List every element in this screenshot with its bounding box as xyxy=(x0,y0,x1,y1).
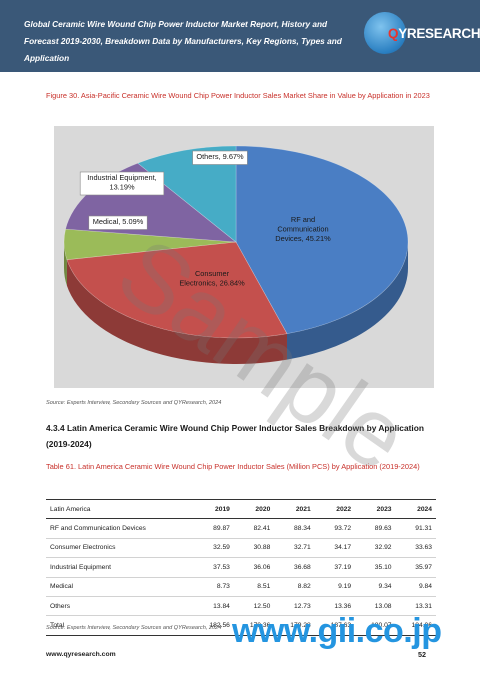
svg-text:Electronics, 26.84%: Electronics, 26.84% xyxy=(179,279,245,288)
cell-value: 13.31 xyxy=(395,596,436,617)
pie-side-0 xyxy=(286,242,408,360)
cell-value: 9.34 xyxy=(355,577,396,597)
cell-value: 88.34 xyxy=(274,518,315,539)
svg-text:Communication: Communication xyxy=(277,225,328,234)
table-row: RF and Communication Devices 89.87 82.41… xyxy=(46,518,436,539)
row-label: Industrial Equipment xyxy=(46,557,194,578)
cell-value: 89.63 xyxy=(355,518,396,539)
section-heading: 4.3.4 Latin America Ceramic Wire Wound C… xyxy=(46,423,424,449)
figure-caption: Figure 30. Asia-Pacific Ceramic Wire Wou… xyxy=(46,91,430,100)
cell-value: 179.28 xyxy=(274,615,315,636)
cell-value: 36.06 xyxy=(233,557,275,578)
label-others: Others, 9.67% xyxy=(192,150,248,165)
table-row: Others 13.84 12.50 12.73 13.36 13.08 13.… xyxy=(46,596,436,617)
cell-value: 33.63 xyxy=(395,538,436,559)
cell-value: 13.36 xyxy=(314,596,356,617)
pie-slice-1 xyxy=(66,241,288,339)
row-label: Others xyxy=(46,596,194,617)
row-label: Consumer Electronics xyxy=(46,538,194,559)
pie-chart-area: RF and Communication Devices, 45.21% Consum… xyxy=(54,126,434,388)
cell-value: 170.36 xyxy=(233,615,275,636)
footer-url[interactable]: www.qyresearch.com xyxy=(46,651,116,658)
header-year: 2020 xyxy=(233,498,275,520)
cell-value: 8.51 xyxy=(233,577,275,597)
cell-value: 13.08 xyxy=(355,596,396,617)
cell-value: 187.63 xyxy=(314,615,356,636)
pie-side-2 xyxy=(64,242,67,286)
page-header: Global Ceramic Wire Wound Chip Power Ind… xyxy=(0,0,480,72)
label-industrial-equipment: Industrial Equipment,13.19% xyxy=(79,171,165,196)
table-row: Industrial Equipment 37.53 36.06 36.68 3… xyxy=(46,557,436,578)
sales-table: Latin America 2019 2020 2021 2022 2023 2… xyxy=(46,498,436,636)
cell-value: 32.92 xyxy=(355,538,396,559)
header-region: Latin America xyxy=(46,498,194,520)
table-row: Medical 8.73 8.51 8.82 9.19 9.34 9.84 xyxy=(46,577,436,597)
cell-value: 13.84 xyxy=(193,596,234,617)
gii-watermark: www.gii.co.jp xyxy=(232,612,442,650)
svg-text:Industrial Equipment,: Industrial Equipment, xyxy=(87,173,156,182)
logo-text: QYRESEARCH xyxy=(388,26,480,41)
header-year: 2022 xyxy=(314,498,356,520)
cell-value: 37.19 xyxy=(314,557,356,578)
cell-value: 8.73 xyxy=(193,577,234,597)
cell-value: 36.68 xyxy=(274,557,315,578)
pie-side-1 xyxy=(66,259,287,364)
cell-value: 8.82 xyxy=(274,577,315,597)
pie-slice-4 xyxy=(137,145,237,243)
table-header-row: Latin America 2019 2020 2021 2022 2023 2… xyxy=(46,498,436,520)
table-row: Consumer Electronics 32.59 30.88 32.71 3… xyxy=(46,538,436,559)
cell-value: 32.71 xyxy=(274,538,315,559)
pie-slice-2 xyxy=(63,228,237,261)
cell-value: 89.87 xyxy=(193,518,234,539)
table-source: Source: Experts Interview, Secondary Sou… xyxy=(46,625,222,631)
cell-value: 37.53 xyxy=(193,557,234,578)
cell-value: 12.50 xyxy=(233,596,275,617)
svg-text:RF and: RF and xyxy=(291,215,315,224)
cell-value: 9.84 xyxy=(395,577,436,597)
page-number: 52 xyxy=(418,650,426,659)
header-year: 2024 xyxy=(395,498,436,520)
table-caption: Table 61. Latin America Ceramic Wire Wou… xyxy=(46,462,420,471)
cell-value: 30.88 xyxy=(233,538,275,559)
row-label: RF and Communication Devices xyxy=(46,518,194,539)
cell-value: 182.56 xyxy=(193,615,234,636)
svg-text:13.19%: 13.19% xyxy=(109,183,134,192)
row-label: Medical xyxy=(46,577,194,597)
svg-text:Devices, 45.21%: Devices, 45.21% xyxy=(275,234,331,243)
cell-value: 12.73 xyxy=(274,596,315,617)
cell-value: 184.06 xyxy=(395,615,436,636)
logo-globe-icon xyxy=(364,12,406,54)
table-total-row: Total 182.56 170.36 179.28 187.63 180.07… xyxy=(46,615,436,636)
row-label: Total xyxy=(46,615,194,636)
qyresearch-logo: QYRESEARCH xyxy=(364,12,480,56)
svg-text:Others, 9.67%: Others, 9.67% xyxy=(196,152,244,161)
cell-value: 82.41 xyxy=(233,518,275,539)
header-year: 2021 xyxy=(274,498,315,520)
cell-value: 32.59 xyxy=(193,538,234,559)
header-year: 2023 xyxy=(355,498,396,520)
cell-value: 91.31 xyxy=(395,518,436,539)
figure-source: Source: Experts Interview, Secondary Sou… xyxy=(46,400,222,406)
cell-value: 93.72 xyxy=(314,518,356,539)
cell-value: 9.19 xyxy=(314,577,356,597)
label-medical: Medical, 5.09% xyxy=(88,215,148,230)
cell-value: 35.97 xyxy=(395,557,436,578)
cell-value: 35.10 xyxy=(355,557,396,578)
cell-value: 180.07 xyxy=(355,615,396,636)
cell-value: 34.17 xyxy=(314,538,356,559)
svg-text:Consumer: Consumer xyxy=(195,269,230,278)
pie-slice-0 xyxy=(235,145,409,335)
report-title: Global Ceramic Wire Wound Chip Power Ind… xyxy=(24,19,342,63)
header-year: 2019 xyxy=(193,498,234,520)
svg-text:Medical, 5.09%: Medical, 5.09% xyxy=(93,217,144,226)
